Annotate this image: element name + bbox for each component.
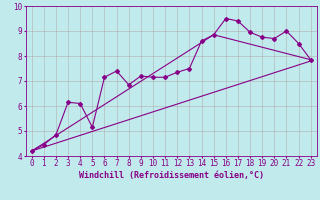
X-axis label: Windchill (Refroidissement éolien,°C): Windchill (Refroidissement éolien,°C) (79, 171, 264, 180)
